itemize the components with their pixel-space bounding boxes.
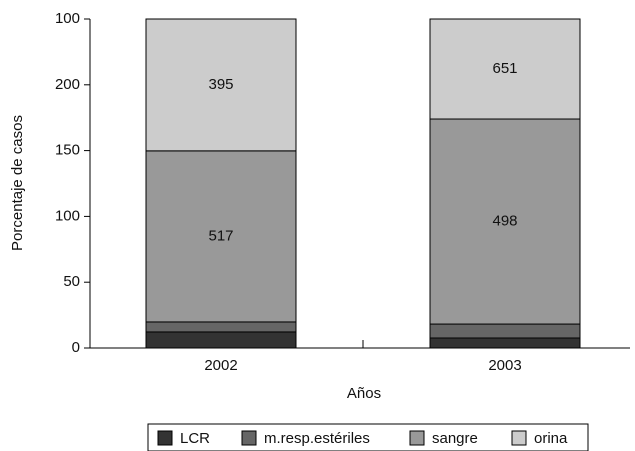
x-tick-label: 2003 — [488, 357, 521, 374]
bar-segment — [429, 118, 581, 325]
x-axis-label: Años — [347, 385, 381, 402]
legend-swatch — [157, 430, 173, 446]
x-tick-label: 2002 — [204, 357, 237, 374]
y-tick-label: 100 — [55, 207, 80, 224]
segment-label: 395 — [208, 76, 233, 93]
bar-segment — [429, 323, 581, 339]
legend-swatch — [409, 430, 425, 446]
bar-segment — [145, 321, 297, 333]
segment-label: 517 — [208, 227, 233, 244]
legend-label: m.resp.estériles — [264, 430, 370, 447]
bar-segment — [145, 150, 297, 323]
legend-swatch — [241, 430, 257, 446]
bar-segment — [429, 337, 581, 349]
y-tick-label: 0 — [72, 339, 80, 356]
y-axis-label: Porcentaje de casos — [9, 115, 26, 251]
y-tick-label: 200 — [55, 76, 80, 93]
legend-label: orina — [534, 430, 568, 447]
legend-label: LCR — [180, 430, 210, 447]
segment-label: 498 — [492, 213, 517, 230]
bar-segment — [145, 331, 297, 349]
legend-swatch — [511, 430, 527, 446]
bar-segment — [145, 18, 297, 152]
legend-label: sangre — [432, 430, 478, 447]
bar-segment — [429, 18, 581, 120]
segment-label: 651 — [492, 60, 517, 77]
y-tick-label: 150 — [55, 142, 80, 159]
y-tick-label: 50 — [63, 273, 80, 290]
y-tick-label: 100 — [55, 10, 80, 27]
